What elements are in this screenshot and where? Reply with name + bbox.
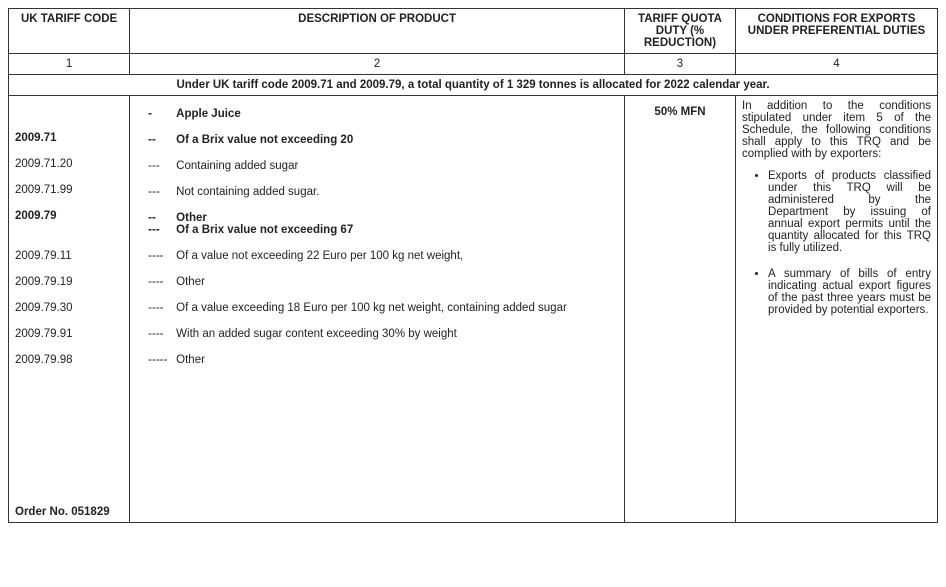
dash-indent: ----- [148, 354, 176, 366]
duty-cell: 50% MFN [624, 96, 735, 523]
dash-indent: ---- [148, 302, 176, 314]
header-description: DESCRIPTION OF PRODUCT [130, 9, 625, 54]
condition-bullet: A summary of bills of entry indicating a… [768, 268, 931, 316]
description-text: Other [176, 354, 205, 366]
tariff-code: 2009.79.11 [15, 250, 123, 262]
duty-value: 50% MFN [631, 100, 729, 118]
description-cell: -Apple Juice--Of a Brix value not exceed… [130, 96, 625, 523]
colnum-1: 1 [9, 54, 130, 75]
description-line: ----With an added sugar content exceedin… [148, 328, 618, 340]
description-text: Of a Brix value not exceeding 20 [176, 134, 353, 146]
dash-indent: -- [148, 212, 176, 224]
description-text: Not containing added sugar. [176, 186, 319, 198]
description-text: Of a Brix value not exceeding 67 [176, 224, 353, 236]
header-row: UK TARIFF CODE DESCRIPTION OF PRODUCT TA… [9, 9, 938, 54]
order-number: Order No. 051829 [15, 506, 123, 518]
tariff-code: 2009.71 [15, 132, 123, 144]
tariff-code: 2009.71.20 [15, 158, 123, 170]
description-line: -Apple Juice [148, 108, 618, 120]
dash-indent: - [148, 108, 176, 120]
colnum-2: 2 [130, 54, 625, 75]
description-line: --Of a Brix value not exceeding 20 [148, 134, 618, 146]
description-line: ---Of a Brix value not exceeding 67 [148, 224, 618, 236]
colnum-3: 3 [624, 54, 735, 75]
conditions-intro: In addition to the conditions stipulated… [742, 100, 931, 160]
description-line: ----Other [148, 276, 618, 288]
description-line: --Other [148, 212, 618, 224]
dash-indent: --- [148, 224, 176, 236]
tariff-code: 2009.79 [15, 210, 123, 222]
dash-indent: --- [148, 160, 176, 172]
dash-indent: ---- [148, 250, 176, 262]
content-row: 2009.71 2009.71.20 2009.71.99 2009.79 2009.7… [9, 96, 938, 523]
tariff-code: 2009.79.98 [15, 354, 123, 366]
tariff-code: 2009.71.99 [15, 184, 123, 196]
tariff-code: 2009.79.91 [15, 328, 123, 340]
dash-indent: -- [148, 134, 176, 146]
description-line: ---Containing added sugar [148, 160, 618, 172]
description-text: Containing added sugar [176, 160, 298, 172]
tariff-codes-cell: 2009.71 2009.71.20 2009.71.99 2009.79 2009.7… [9, 96, 130, 523]
description-text: With an added sugar content exceeding 30… [176, 328, 457, 340]
description-line: -----Other [148, 354, 618, 366]
description-text: Other [176, 276, 205, 288]
conditions-cell: In addition to the conditions stipulated… [736, 96, 938, 523]
column-number-row: 1 2 3 4 [9, 54, 938, 75]
colnum-4: 4 [736, 54, 938, 75]
tariff-code: 2009.79.19 [15, 276, 123, 288]
tariff-code: 2009.79.30 [15, 302, 123, 314]
description-text: Apple Juice [176, 108, 241, 120]
description-line: ----Of a value not exceeding 22 Euro per… [148, 250, 618, 262]
header-quota-duty: TARIFF QUOTA DUTY (% REDUCTION) [624, 9, 735, 54]
allocation-note-row: Under UK tariff code 2009.71 and 2009.79… [9, 75, 938, 96]
dash-indent: ---- [148, 328, 176, 340]
dash-indent: --- [148, 186, 176, 198]
description-line: ----Of a value exceeding 18 Euro per 100… [148, 302, 618, 314]
dash-indent: ---- [148, 276, 176, 288]
description-text: Other [176, 212, 207, 224]
description-text: Of a value not exceeding 22 Euro per 100… [176, 250, 463, 262]
header-conditions: CONDITIONS FOR EXPORTS UNDER PREFERENTIA… [736, 9, 938, 54]
allocation-note: Under UK tariff code 2009.71 and 2009.79… [9, 75, 938, 96]
description-text: Of a value exceeding 18 Euro per 100 kg … [176, 302, 567, 314]
header-tariff-code: UK TARIFF CODE [9, 9, 130, 54]
description-line: ---Not containing added sugar. [148, 186, 618, 198]
tariff-table: UK TARIFF CODE DESCRIPTION OF PRODUCT TA… [8, 8, 938, 523]
condition-bullet: Exports of products classified under thi… [768, 170, 931, 254]
